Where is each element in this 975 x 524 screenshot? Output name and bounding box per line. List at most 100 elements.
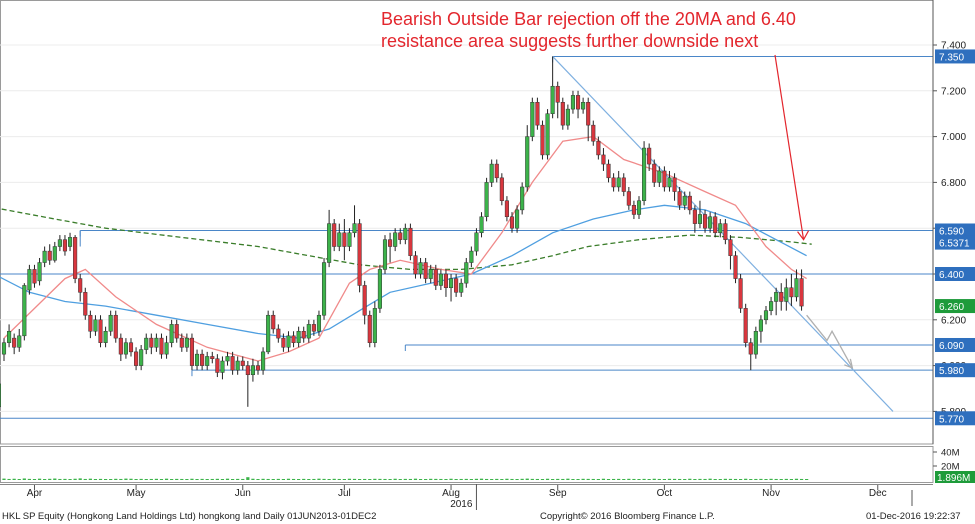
- candle-up: [682, 195, 687, 206]
- volume-bar: [225, 478, 230, 480]
- candle-up: [697, 214, 703, 224]
- volume-bar: [368, 479, 372, 480]
- volume-bar: [739, 479, 743, 480]
- volume-bar: [266, 478, 270, 480]
- volume-bar: [337, 478, 341, 480]
- candle-down: [631, 205, 636, 215]
- projection-arrowhead: [844, 358, 854, 369]
- candle-down: [692, 209, 697, 224]
- volume-bar: [556, 478, 560, 480]
- candle-up: [261, 351, 266, 371]
- volume-bar: [358, 479, 362, 480]
- candle-up: [22, 285, 27, 337]
- volume-bar: [98, 478, 103, 480]
- volume-bar: [672, 478, 677, 480]
- volume-bar: [276, 478, 280, 480]
- volume-bar: [510, 478, 514, 480]
- candle-up: [266, 314, 271, 353]
- candle-down: [210, 356, 215, 359]
- candle-up: [763, 310, 769, 321]
- volume-bar: [454, 479, 458, 480]
- candle-up: [520, 186, 525, 211]
- candle-down: [398, 232, 403, 240]
- volume-bar: [332, 478, 336, 480]
- volume-bar: [200, 478, 204, 480]
- level-tag: 7.350: [939, 52, 964, 63]
- candle-down: [606, 163, 611, 179]
- volume-bar: [429, 478, 433, 480]
- volume-bar: [159, 479, 164, 480]
- volume-bar: [693, 479, 697, 480]
- volume-bar: [683, 479, 687, 480]
- volume-bar: [490, 479, 494, 480]
- volume-bar: [551, 479, 555, 480]
- volume-bar: [291, 478, 296, 480]
- y-tick-label: 7.400: [941, 41, 966, 52]
- volume-bar: [322, 478, 326, 480]
- volume-bar: [749, 479, 753, 480]
- x-tick-label: Aug: [442, 488, 460, 499]
- candle-up: [286, 335, 291, 348]
- x-tick-label: Apr: [27, 488, 43, 499]
- volume-bar: [479, 478, 484, 480]
- volume-bar: [779, 479, 783, 480]
- candle-up: [194, 353, 200, 366]
- candle-down: [291, 335, 296, 343]
- level-tag-bg: [935, 49, 975, 64]
- ma-value-tag: 6.5371: [939, 239, 970, 250]
- y-tick-label: 6.800: [941, 178, 966, 189]
- candle-up: [169, 324, 174, 343]
- volume-bar: [413, 478, 418, 480]
- volume-bar: [83, 478, 87, 480]
- projection-path: [806, 314, 853, 369]
- annotation-line-2: resistance area suggests further downsid…: [381, 31, 759, 51]
- volume-bar: [43, 479, 47, 480]
- volume-bar: [251, 478, 255, 480]
- candle-up: [469, 250, 474, 263]
- candle-up: [0, 383, 1, 408]
- level-tag-bg: [935, 223, 975, 238]
- volume-bar: [12, 478, 16, 480]
- candle-up: [103, 331, 108, 343]
- level-tag: 6.400: [939, 270, 964, 281]
- chart-annotation: Bearish Outside Bar rejection off the 20…: [381, 8, 841, 52]
- volume-bar: [647, 479, 651, 480]
- candle-up: [27, 269, 32, 291]
- last-price-tag-bg: [935, 299, 975, 314]
- volume-bar: [703, 478, 707, 480]
- volume-bar: [68, 479, 72, 480]
- candle-up: [515, 209, 520, 229]
- candle-up: [337, 232, 342, 247]
- volume-bar: [408, 478, 412, 480]
- volume-bar: [500, 479, 504, 480]
- volume-bar: [119, 478, 123, 480]
- annotation-arrows: [774, 54, 854, 369]
- footer-security-info: HKL SP Equity (Hongkong Land Holdings Lt…: [2, 511, 377, 522]
- candle-down: [78, 278, 83, 293]
- volume-bar: [566, 478, 570, 480]
- volume-bar: [540, 479, 545, 480]
- candle-down: [652, 163, 657, 183]
- candle-down: [62, 239, 68, 252]
- candle-down: [560, 102, 565, 126]
- level-tag: 5.770: [939, 414, 964, 425]
- candle-down: [626, 191, 631, 206]
- volume-bar: [185, 479, 189, 480]
- candle-down: [88, 314, 93, 332]
- volume-bar: [93, 479, 98, 480]
- volume-bar: [393, 478, 397, 480]
- volume-bar: [789, 479, 793, 480]
- annotation-arrowhead: [797, 230, 810, 241]
- volume-bar: [312, 478, 316, 480]
- candle-up: [758, 319, 763, 332]
- candle-up: [530, 102, 535, 137]
- candle-up: [154, 337, 159, 348]
- candle-down: [357, 223, 362, 286]
- volume-bar: [515, 479, 519, 480]
- volume-bar: [190, 478, 194, 480]
- candle-down: [677, 191, 682, 206]
- candle-up: [489, 163, 494, 183]
- volume-bar: [7, 478, 11, 480]
- candle-up: [139, 349, 144, 366]
